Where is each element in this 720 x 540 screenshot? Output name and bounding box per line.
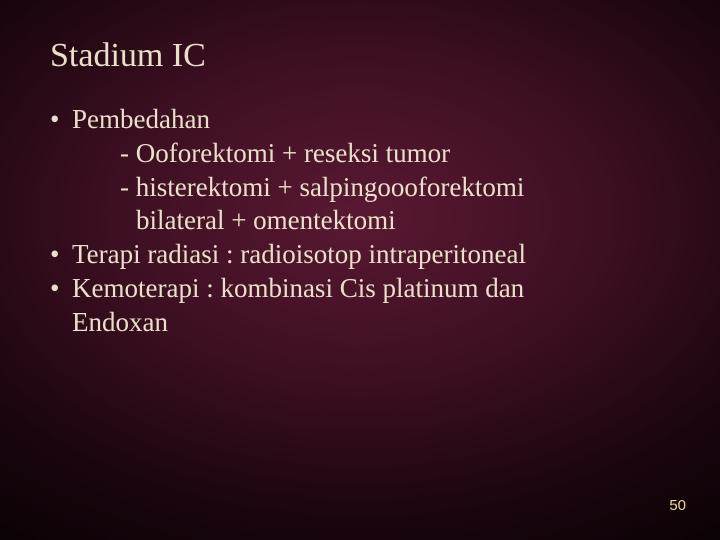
bullet-3-text: Kemoterapi : kombinasi Cis platinum dan: [72, 272, 524, 306]
bullet-item-1: • Pembedahan: [50, 103, 526, 137]
bullet-2-text: Terapi radiasi : radioisotop intraperito…: [72, 238, 526, 272]
bullet-item-2: • Terapi radiasi : radioisotop intraperi…: [50, 238, 526, 272]
slide-content: • Pembedahan - Ooforektomi + reseksi tum…: [50, 103, 526, 339]
slide-title: Stadium IC: [50, 37, 206, 75]
bullet-item-3: • Kemoterapi : kombinasi Cis platinum da…: [50, 272, 526, 306]
bullet-1-sub-2-cont: bilateral + omentektomi: [50, 204, 526, 238]
bullet-1-sub-1: - Ooforektomi + reseksi tumor: [50, 137, 526, 171]
bullet-icon: •: [50, 272, 72, 306]
bullet-1-text: Pembedahan: [72, 103, 210, 137]
slide: Stadium IC • Pembedahan - Ooforektomi + …: [0, 0, 720, 540]
page-number: 50: [669, 497, 686, 514]
bullet-3-cont: Endoxan: [50, 306, 526, 340]
bullet-icon: •: [50, 103, 72, 137]
bullet-icon: •: [50, 238, 72, 272]
bullet-1-sub-2: - histerektomi + salpingoooforektomi: [50, 171, 526, 205]
